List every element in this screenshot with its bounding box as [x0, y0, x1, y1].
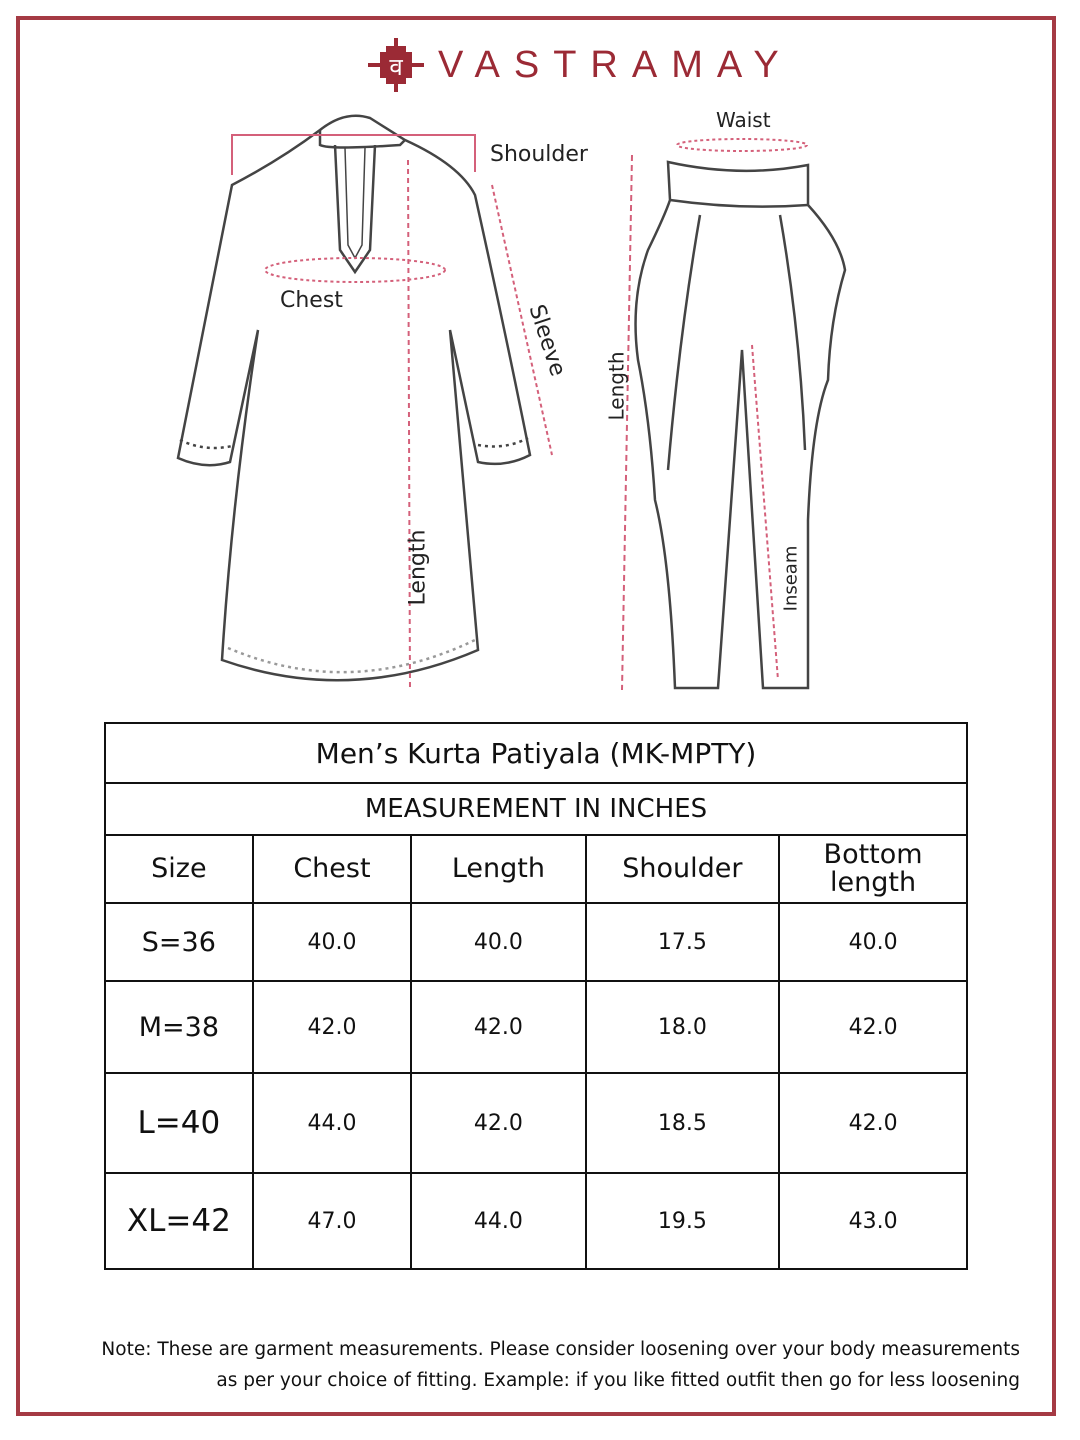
- cell-chest: 44.0: [251, 1072, 413, 1174]
- cell-size: M=38: [104, 980, 254, 1074]
- header-length: Length: [410, 834, 587, 904]
- cell-length: 40.0: [410, 902, 587, 982]
- cell-length: 42.0: [410, 1072, 587, 1174]
- table-header-row: Size Chest Length Shoulder Bottom length: [104, 834, 968, 904]
- pants-label-length: Length: [604, 351, 629, 421]
- cell-bottom-length: 42.0: [778, 1072, 968, 1174]
- page-border: [16, 16, 1056, 1416]
- cell-bottom-length: 40.0: [778, 902, 968, 982]
- kurta-label-length: Length: [405, 529, 431, 606]
- cell-chest: 42.0: [251, 980, 413, 1074]
- cell-length: 44.0: [410, 1172, 587, 1270]
- table-subtitle: MEASUREMENT IN INCHES: [104, 782, 968, 836]
- fitting-note: Note: These are garment measurements. Pl…: [101, 1334, 1020, 1396]
- cell-chest: 40.0: [251, 902, 413, 982]
- cell-length: 42.0: [410, 980, 587, 1074]
- cell-size: L=40: [104, 1072, 254, 1174]
- kurta-outline: [176, 114, 532, 682]
- kurta-label-chest: Chest: [280, 288, 343, 313]
- brand-name: VASTRAMAY: [438, 43, 793, 86]
- table-title: Men’s Kurta Patiyala (MK-MPTY): [104, 722, 968, 784]
- cell-shoulder: 17.5: [584, 902, 781, 982]
- table-row: M=38 42.0 42.0 18.0 42.0: [104, 980, 968, 1074]
- pants-label-inseam: Inseam: [780, 545, 802, 612]
- header-bottom-length: Bottom length: [778, 834, 968, 904]
- note-line-2: as per your choice of fitting. Example: …: [216, 1370, 1020, 1391]
- svg-text:व: व: [389, 53, 403, 81]
- cell-shoulder: 19.5: [584, 1172, 781, 1270]
- size-chart-table: Men’s Kurta Patiyala (MK-MPTY) MEASUREME…: [104, 722, 968, 1270]
- table-row: XL=42 47.0 44.0 19.5 43.0: [104, 1172, 968, 1270]
- cell-bottom-length: 42.0: [778, 980, 968, 1074]
- pants-outline: [634, 160, 847, 690]
- cell-shoulder: 18.0: [584, 980, 781, 1074]
- garment-illustration: [176, 114, 847, 691]
- cell-size: S=36: [104, 902, 254, 982]
- note-line-1: Note: These are garment measurements. Pl…: [101, 1339, 1020, 1360]
- logo-emblem-icon: व: [368, 38, 424, 92]
- brand-logo: व VASTRAMAY: [368, 38, 793, 92]
- header-size: Size: [104, 834, 254, 904]
- cell-shoulder: 18.5: [584, 1072, 781, 1174]
- header-chest: Chest: [251, 834, 413, 904]
- table-row: L=40 44.0 42.0 18.5 42.0: [104, 1072, 968, 1174]
- pants-label-waist: Waist: [716, 108, 771, 132]
- header-shoulder: Shoulder: [584, 834, 781, 904]
- kurta-label-shoulder: Shoulder: [490, 142, 588, 167]
- cell-bottom-length: 43.0: [778, 1172, 968, 1270]
- cell-chest: 47.0: [251, 1172, 413, 1270]
- cell-size: XL=42: [104, 1172, 254, 1270]
- table-row: S=36 40.0 40.0 17.5 40.0: [104, 902, 968, 982]
